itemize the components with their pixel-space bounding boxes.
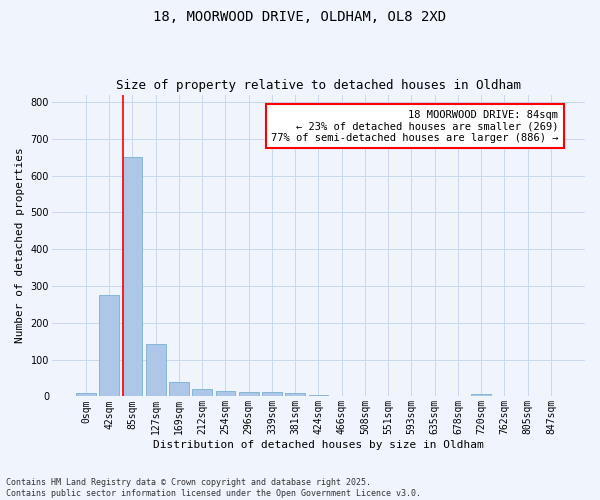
Bar xyxy=(76,394,96,396)
Bar xyxy=(169,382,189,396)
Text: Contains HM Land Registry data © Crown copyright and database right 2025.
Contai: Contains HM Land Registry data © Crown c… xyxy=(6,478,421,498)
Bar xyxy=(146,344,166,397)
Text: 18, MOORWOOD DRIVE, OLDHAM, OL8 2XD: 18, MOORWOOD DRIVE, OLDHAM, OL8 2XD xyxy=(154,10,446,24)
Bar xyxy=(262,392,282,396)
Bar xyxy=(308,394,328,396)
X-axis label: Distribution of detached houses by size in Oldham: Distribution of detached houses by size … xyxy=(153,440,484,450)
Bar xyxy=(285,392,305,396)
Bar xyxy=(215,392,235,396)
Bar xyxy=(239,392,259,396)
Title: Size of property relative to detached houses in Oldham: Size of property relative to detached ho… xyxy=(116,79,521,92)
Y-axis label: Number of detached properties: Number of detached properties xyxy=(15,148,25,344)
Bar xyxy=(100,295,119,396)
Bar xyxy=(471,394,491,396)
Bar xyxy=(193,389,212,396)
Text: 18 MOORWOOD DRIVE: 84sqm
← 23% of detached houses are smaller (269)
77% of semi-: 18 MOORWOOD DRIVE: 84sqm ← 23% of detach… xyxy=(271,110,559,143)
Bar xyxy=(122,157,142,396)
